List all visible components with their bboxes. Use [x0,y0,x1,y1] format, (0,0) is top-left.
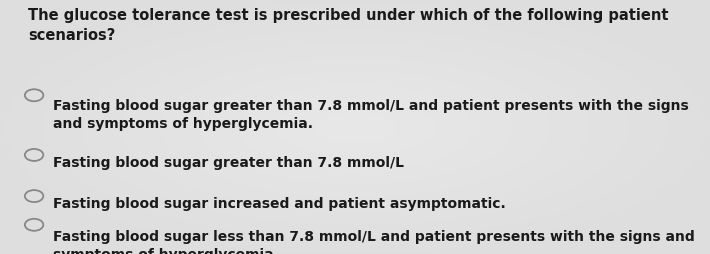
Text: Fasting blood sugar increased and patient asymptomatic.: Fasting blood sugar increased and patien… [53,197,506,211]
Text: Fasting blood sugar less than 7.8 mmol/L and patient presents with the signs and: Fasting blood sugar less than 7.8 mmol/L… [53,230,695,254]
Text: Fasting blood sugar greater than 7.8 mmol/L and patient presents with the signs
: Fasting blood sugar greater than 7.8 mmo… [53,99,689,131]
Text: Fasting blood sugar greater than 7.8 mmol/L: Fasting blood sugar greater than 7.8 mmo… [53,156,404,170]
Text: The glucose tolerance test is prescribed under which of the following patient
sc: The glucose tolerance test is prescribed… [28,8,669,43]
